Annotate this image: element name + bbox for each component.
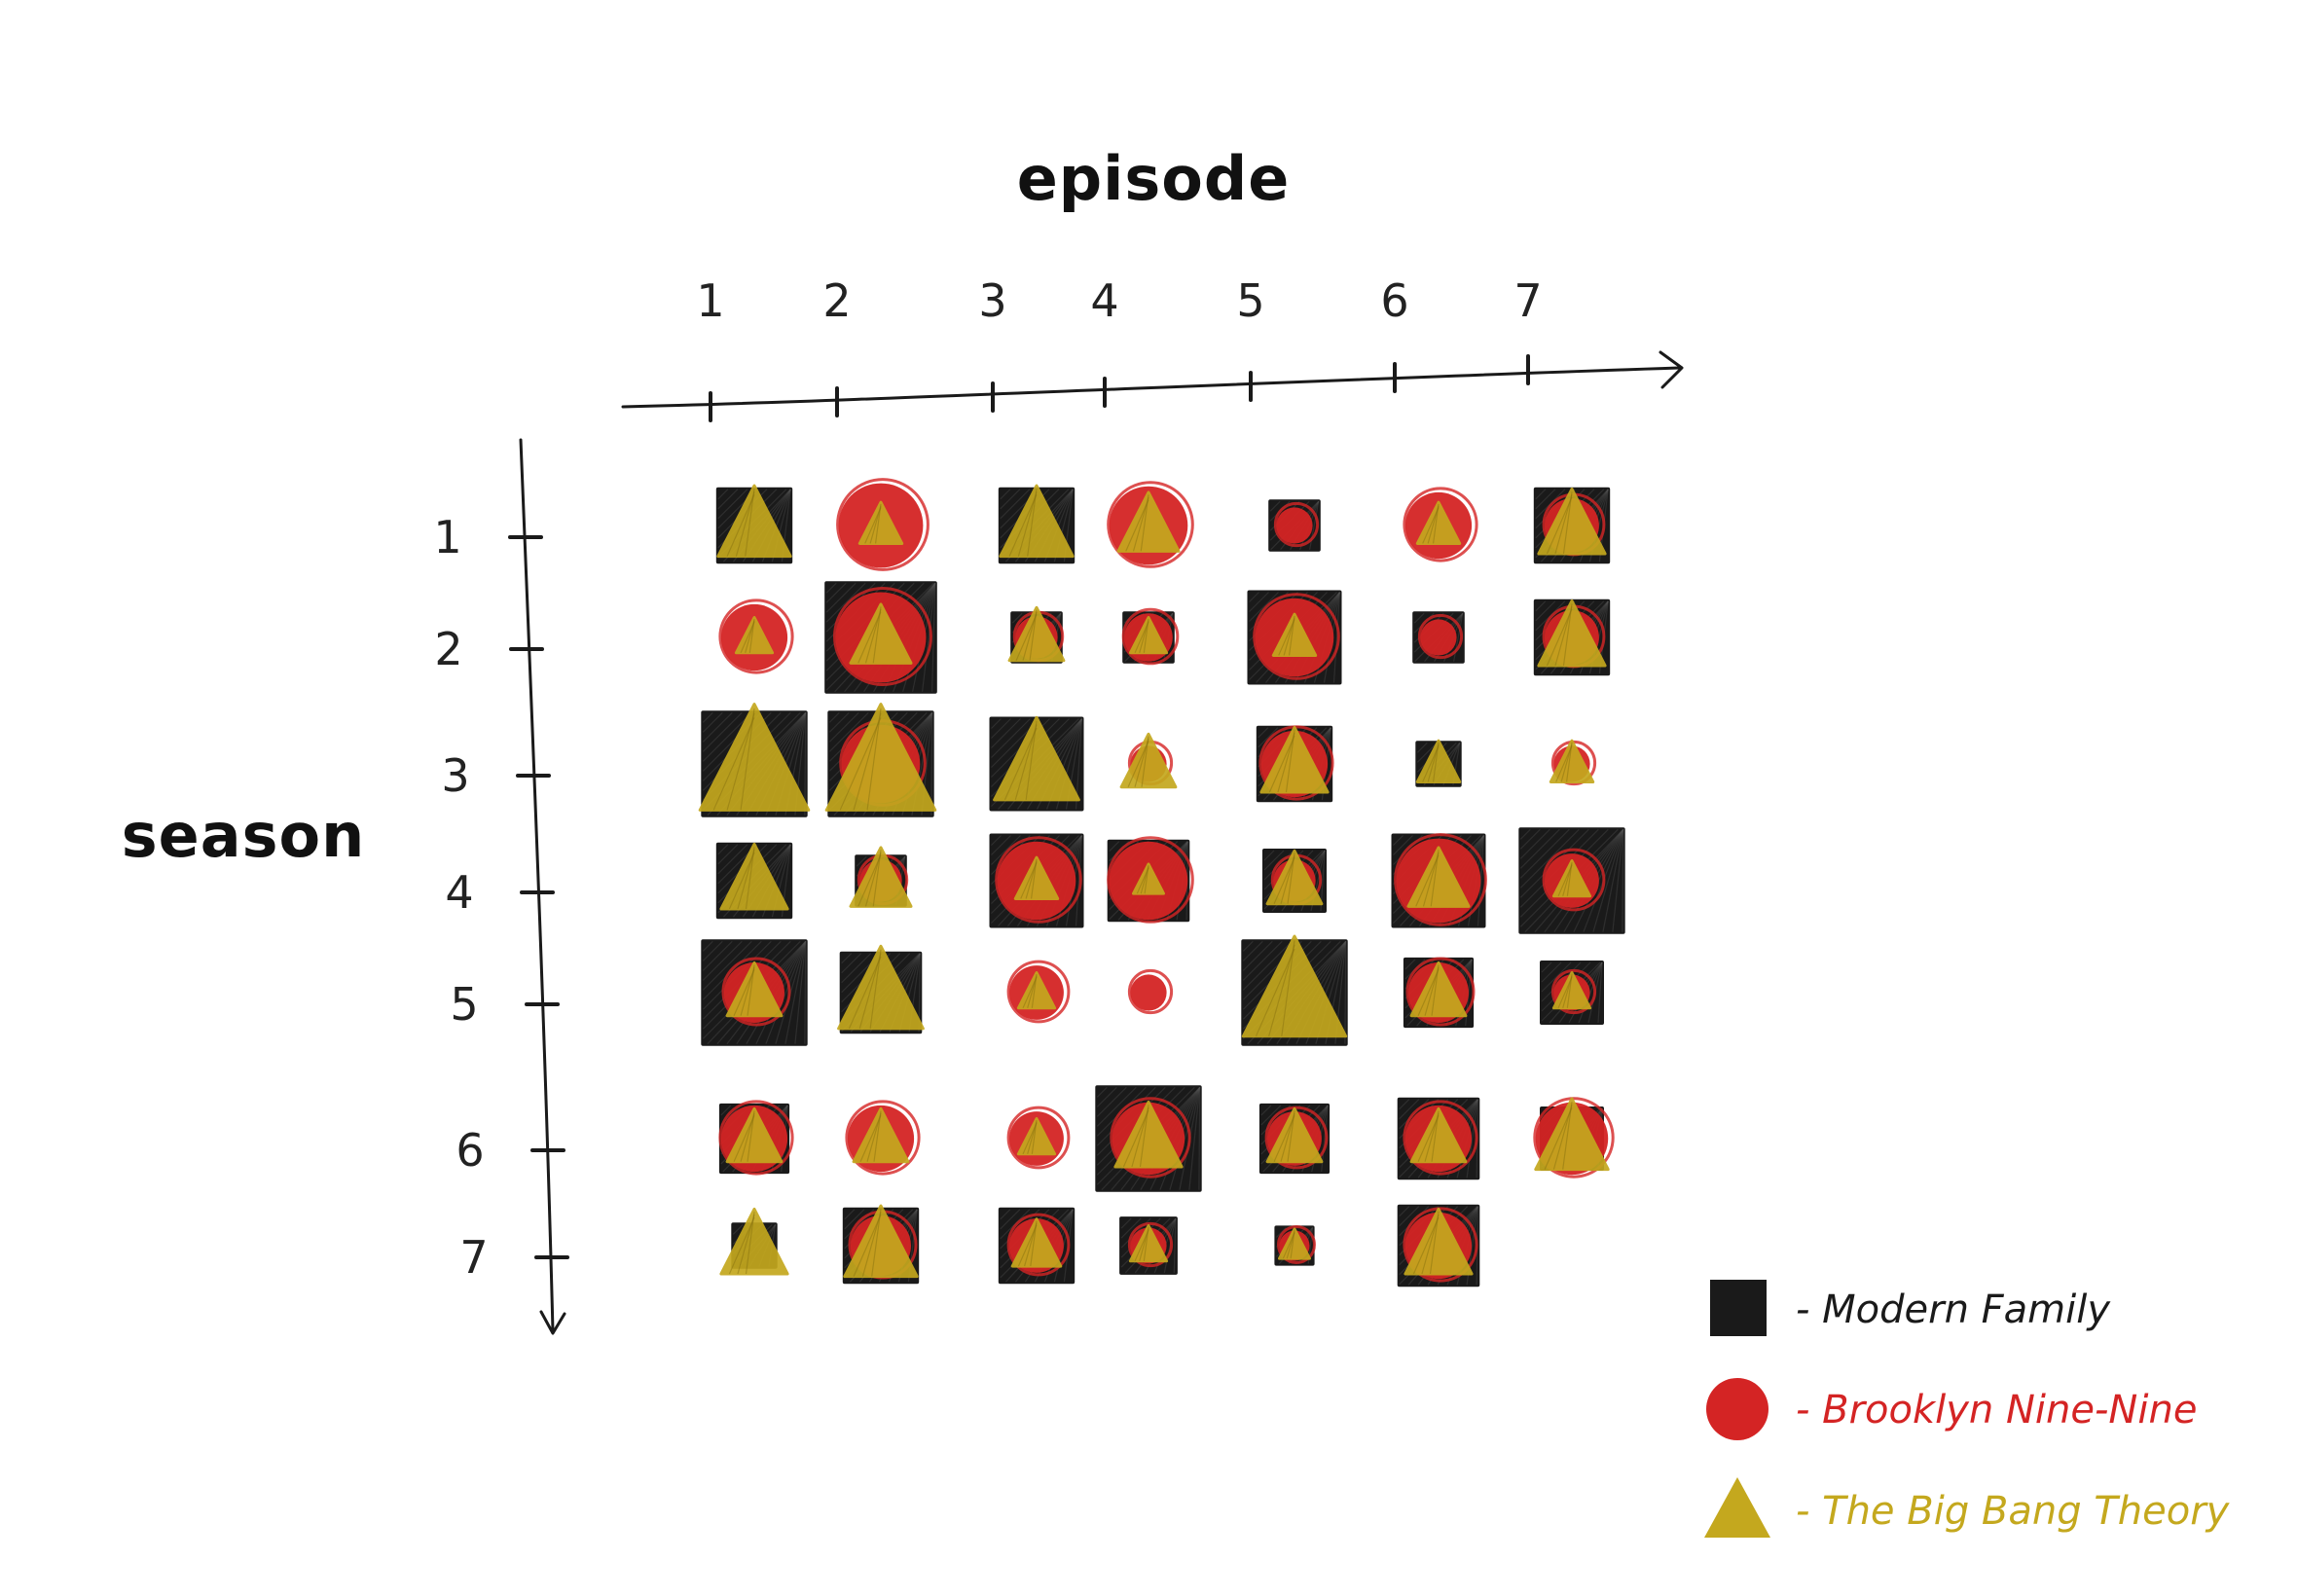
legend-entry-3: - The Big Bang Theory bbox=[1704, 1477, 2231, 1538]
x-axis-line bbox=[621, 366, 1681, 409]
mark-triangle-s5-e3 bbox=[1016, 971, 1057, 1010]
y-tick-label-6: 6 bbox=[456, 1124, 484, 1177]
mark-triangle-s7-e6 bbox=[1404, 1207, 1474, 1276]
mark-triangle-s5-e1 bbox=[725, 961, 784, 1018]
mark-triangle-s6-e4 bbox=[1113, 1100, 1184, 1169]
mark-triangle-s1-e3 bbox=[999, 484, 1075, 559]
mark-triangle-s2-e3 bbox=[1007, 605, 1066, 663]
mark-triangle-s6-e6 bbox=[1409, 1106, 1468, 1164]
mark-triangle-s5-e6 bbox=[1409, 961, 1468, 1018]
x-tick-label-4: 4 bbox=[1090, 274, 1118, 327]
mark-triangle-s2-e4 bbox=[1128, 616, 1169, 655]
mark-circle-s2-e6 bbox=[1417, 613, 1464, 660]
mark-triangle-s5-e7 bbox=[1551, 971, 1592, 1010]
mark-triangle-s4-e1 bbox=[719, 842, 789, 911]
x-axis-arrow bbox=[1659, 350, 1684, 389]
mark-triangle-s2-e2 bbox=[849, 602, 913, 665]
x-tick-label-7: 7 bbox=[1513, 274, 1542, 327]
y-tick-label-3: 3 bbox=[441, 749, 469, 802]
mark-triangle-s6-e1 bbox=[725, 1106, 784, 1164]
y-axis-title: season bbox=[122, 800, 365, 871]
x-tick-label-6: 6 bbox=[1380, 274, 1408, 327]
mark-triangle-s3-e3 bbox=[993, 715, 1080, 802]
x-tick-label-5: 5 bbox=[1236, 274, 1264, 327]
legend-entry-2: - Brooklyn Nine-Nine bbox=[1706, 1378, 2197, 1440]
mark-circle-s5-e4 bbox=[1127, 968, 1174, 1015]
mark-triangle-s3-e6 bbox=[1415, 739, 1462, 783]
mark-triangle-s1-e7 bbox=[1537, 487, 1607, 556]
y-ticks-group: 1 2 3 4 5 6 7 bbox=[433, 511, 569, 1284]
x-tick-label-1: 1 bbox=[696, 274, 724, 327]
mark-triangle-s3-e1 bbox=[698, 703, 811, 812]
mark-triangle-s4-e6 bbox=[1406, 846, 1471, 908]
legend-label-2: - Brooklyn Nine-Nine bbox=[1796, 1388, 2197, 1433]
x-ticks-group: 1 2 3 4 5 6 7 bbox=[696, 274, 1543, 422]
legend-label-3: - The Big Bang Theory bbox=[1796, 1489, 2231, 1534]
mark-triangle-s6-e7 bbox=[1534, 1097, 1610, 1172]
mark-triangle-s6-e5 bbox=[1265, 1106, 1324, 1164]
mark-triangle-s4-e4 bbox=[1132, 862, 1165, 895]
mark-triangle-s4-e7 bbox=[1551, 859, 1592, 898]
mark-triangle-s4-e5 bbox=[1265, 849, 1324, 906]
mark-triangle-s5-e2 bbox=[837, 944, 925, 1031]
mark-triangle-s7-e5 bbox=[1278, 1227, 1311, 1260]
mark-triangle-s6-e3 bbox=[1016, 1117, 1057, 1156]
y-axis-line bbox=[519, 438, 555, 1333]
legend-triangle-icon bbox=[1704, 1477, 1770, 1538]
mark-triangle-s6-e2 bbox=[852, 1106, 910, 1164]
mark-triangle-s1-e2 bbox=[857, 500, 904, 545]
mark-triangle-s3-e2 bbox=[824, 703, 937, 812]
mark-triangle-s7-e1 bbox=[719, 1207, 789, 1276]
mark-triangle-s2-e7 bbox=[1537, 598, 1607, 668]
y-tick-label-2: 2 bbox=[434, 623, 462, 675]
mark-triangle-s3-e4 bbox=[1119, 732, 1178, 789]
mark-triangle-s3-e7 bbox=[1549, 739, 1595, 783]
marks-group bbox=[698, 478, 1625, 1288]
mark-triangle-s2-e1 bbox=[734, 616, 775, 655]
mark-circle-s1-e5 bbox=[1273, 501, 1320, 548]
mark-triangle-s2-e5 bbox=[1271, 612, 1318, 657]
mark-triangle-s5-e5 bbox=[1241, 934, 1348, 1038]
y-axis-arrow bbox=[539, 1310, 566, 1335]
mark-triangle-s3-e5 bbox=[1259, 725, 1330, 794]
legend-label-1: - Modern Family bbox=[1796, 1288, 2111, 1332]
y-tick-label-1: 1 bbox=[433, 511, 461, 563]
mark-triangle-s4-e2 bbox=[849, 846, 913, 908]
x-axis-title: episode bbox=[1017, 143, 1291, 214]
y-tick-label-5: 5 bbox=[450, 978, 478, 1031]
x-tick-label-3: 3 bbox=[978, 274, 1006, 327]
mark-triangle-s1-e4 bbox=[1116, 490, 1181, 553]
mark-triangle-s7-e2 bbox=[843, 1204, 919, 1279]
y-tick-label-4: 4 bbox=[445, 866, 473, 919]
legend-circle-icon bbox=[1706, 1378, 1768, 1440]
mark-triangle-s1-e6 bbox=[1415, 500, 1462, 545]
mark-triangle-s1-e1 bbox=[716, 484, 792, 559]
legend-entry-1: - Modern Family bbox=[1710, 1280, 2111, 1336]
y-tick-label-7: 7 bbox=[459, 1231, 488, 1284]
legend: - Modern Family - Brooklyn Nine-Nine - The… bbox=[1704, 1280, 2231, 1538]
legend-square-icon bbox=[1710, 1280, 1767, 1336]
mark-triangle-s4-e3 bbox=[1013, 855, 1060, 900]
mark-triangle-s7-e4 bbox=[1128, 1224, 1169, 1263]
x-tick-label-2: 2 bbox=[822, 274, 851, 327]
mark-triangle-s7-e3 bbox=[1010, 1217, 1063, 1268]
